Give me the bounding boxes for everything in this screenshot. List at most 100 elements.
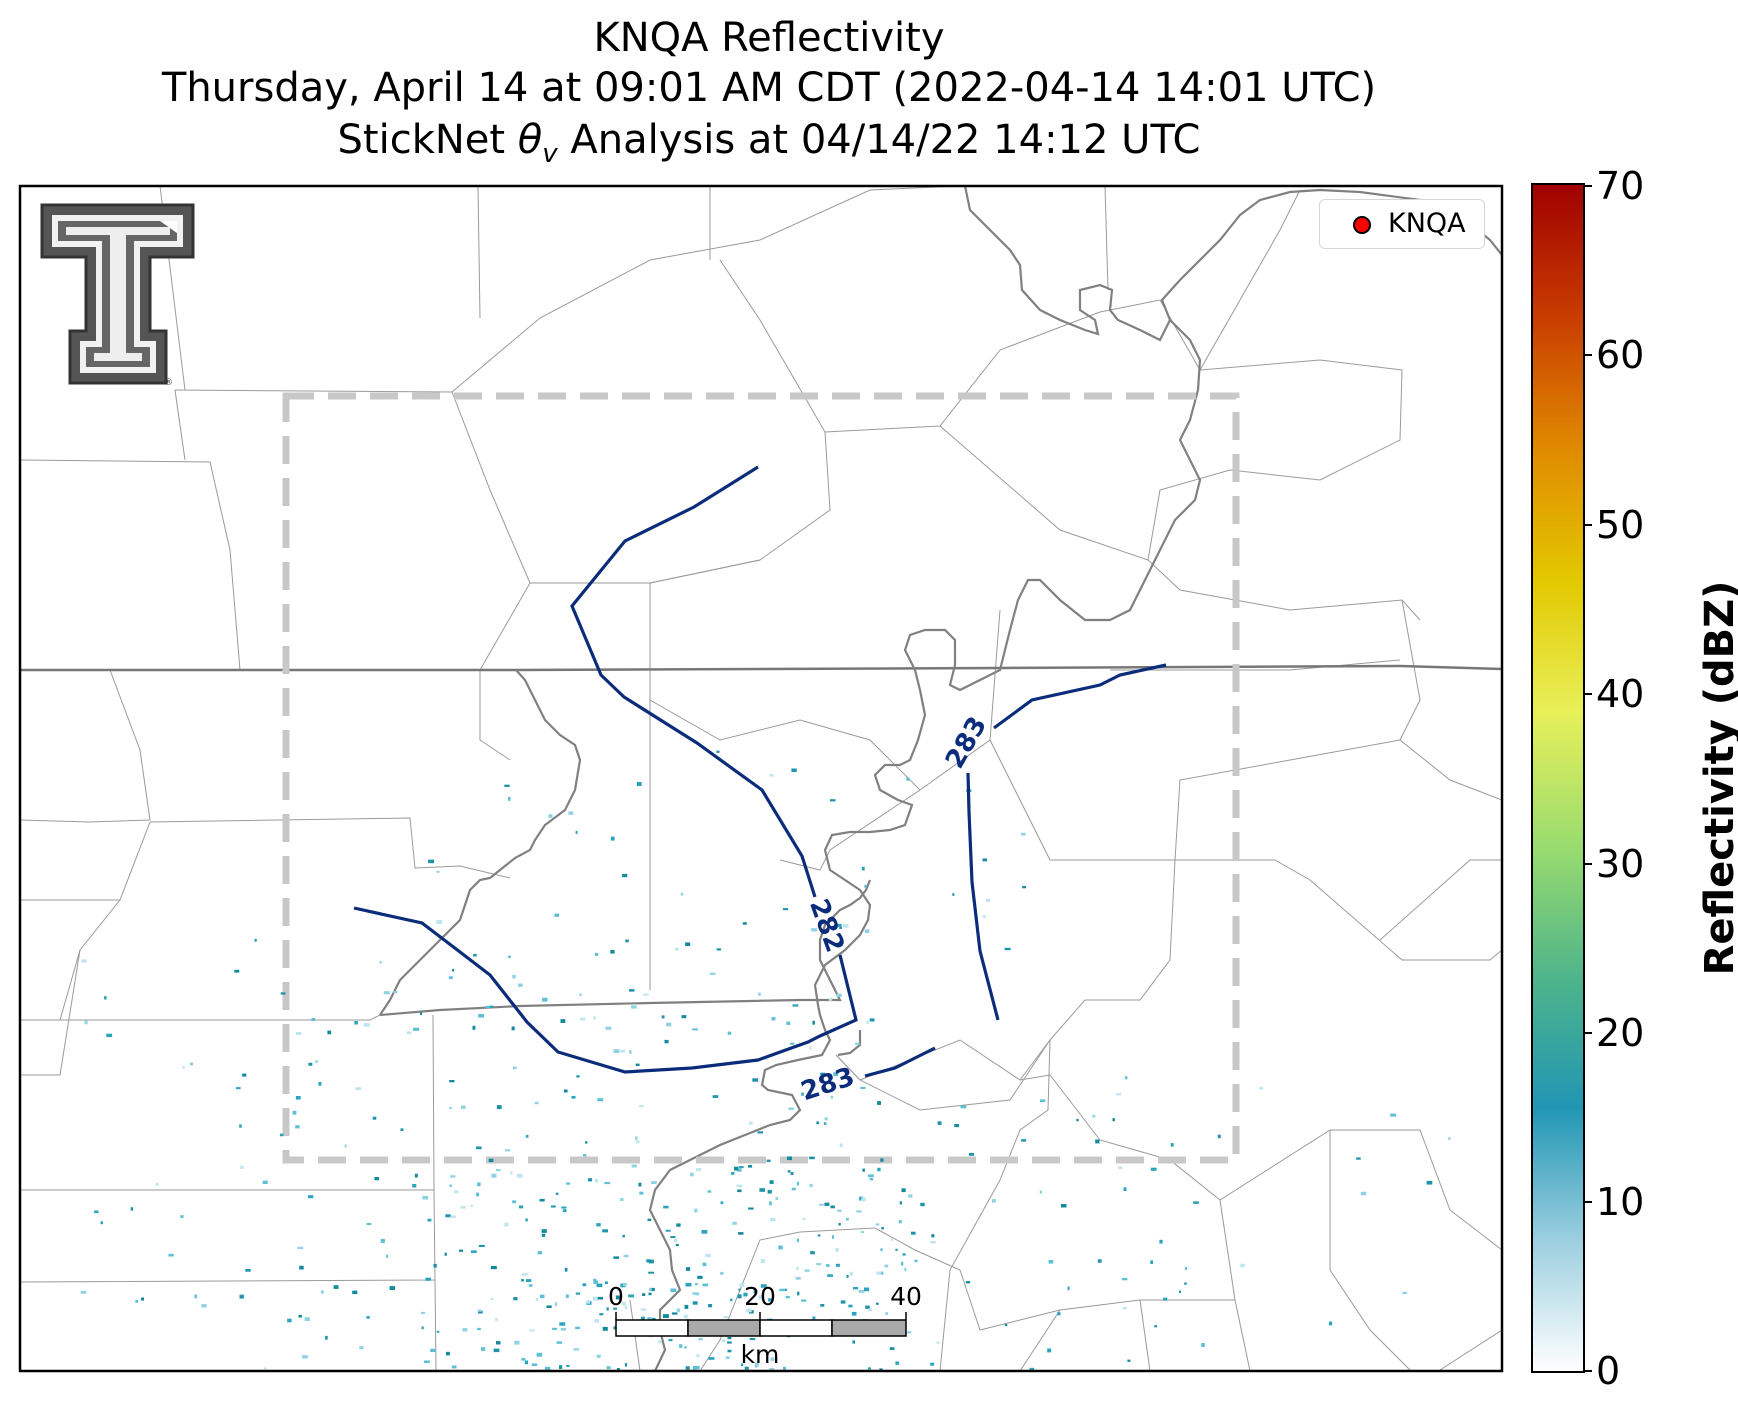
reflectivity-echo [555,1192,559,1195]
reflectivity-echo [788,1107,794,1110]
reflectivity-echo [718,1380,720,1384]
reflectivity-echo [240,1165,244,1169]
reflectivity-echo [852,1340,855,1344]
reflectivity-echo [1127,1359,1131,1362]
reflectivity-echo [610,836,615,841]
reflectivity-echo [450,1175,456,1178]
reflectivity-echo [495,1317,498,1321]
reflectivity-echo [155,1182,159,1186]
reflectivity-echo [839,926,842,929]
reflectivity-echo [522,1373,528,1376]
reflectivity-echo [876,1302,879,1305]
reflectivity-echo [477,1327,481,1331]
reflectivity-echo [141,1297,144,1301]
reflectivity-echo [682,1383,687,1386]
reflectivity-echo [510,1171,513,1175]
reflectivity-echo [752,1078,759,1082]
reflectivity-echo [245,1269,251,1272]
reflectivity-echo [311,1018,316,1021]
reflectivity-echo [809,1183,813,1188]
colorbar-tick-label: 70 [1596,164,1645,208]
reflectivity-echo [566,1364,570,1367]
radar-site-marker [1353,216,1371,234]
reflectivity-echo [680,1377,684,1379]
reflectivity-echo [524,1381,529,1384]
reflectivity-echo [571,1397,575,1400]
reflectivity-echo [656,1394,658,1396]
reflectivity-echo [716,1395,720,1398]
reflectivity-echo [344,1144,347,1148]
reflectivity-echo [846,1274,849,1278]
reflectivity-echo [524,1360,529,1365]
reflectivity-echo [552,1327,557,1330]
reflectivity-echo [675,1244,679,1247]
reflectivity-echo [489,1005,494,1008]
reflectivity-echo [639,1191,644,1195]
reflectivity-echo [637,1392,641,1395]
reflectivity-echo [421,1326,424,1330]
reflectivity-echo [1426,1180,1433,1185]
reflectivity-echo [648,1271,655,1274]
reflectivity-echo [643,993,649,996]
reflectivity-echo [859,1196,863,1201]
reflectivity-echo [1360,1191,1367,1196]
reflectivity-echo [827,1274,833,1277]
reflectivity-echo [936,1341,940,1344]
colorbar-tick-label: 60 [1596,333,1645,377]
reflectivity-echo [968,1152,974,1156]
reflectivity-echo [880,1248,883,1252]
reflectivity-echo [965,1281,971,1284]
reflectivity-echo [869,1018,875,1022]
reflectivity-echo [393,991,398,994]
reflectivity-echo [604,1182,611,1185]
reflectivity-echo [849,1271,853,1276]
reflectivity-echo [569,1393,574,1397]
registered-mark: ® [164,378,173,388]
reflectivity-echo [668,1339,673,1342]
reflectivity-echo [804,1269,810,1272]
reflectivity-echo [838,1378,841,1382]
reflectivity-echo [986,898,991,903]
reflectivity-echo [504,1222,509,1227]
reflectivity-echo [512,974,516,979]
reflectivity-echo [684,1304,689,1309]
reflectivity-echo [493,1348,500,1353]
reflectivity-echo [573,1348,579,1351]
reflectivity-echo [858,1290,865,1293]
reflectivity-echo [359,1346,364,1349]
reflectivity-echo [412,1184,417,1188]
reflectivity-echo [579,993,582,997]
reflectivity-echo [380,1238,385,1243]
reflectivity-echo [674,1238,678,1243]
reflectivity-echo [531,1363,538,1366]
reflectivity-echo [801,1092,804,1096]
reflectivity-echo [490,1297,493,1301]
reflectivity-echo [560,1327,567,1331]
reflectivity-echo [640,1316,644,1320]
reflectivity-echo [1329,1321,1333,1326]
reflectivity-echo [712,1095,719,1098]
reflectivity-echo [737,1189,742,1193]
reflectivity-echo [1184,1267,1187,1270]
reflectivity-echo [694,1208,698,1213]
reflectivity-echo [680,892,684,896]
reflectivity-echo [615,1295,620,1300]
reflectivity-echo [526,1279,532,1282]
reflectivity-echo [869,1178,874,1181]
reflectivity-echo [1390,1113,1396,1117]
reflectivity-echo [628,1294,634,1298]
reflectivity-echo [635,1063,640,1066]
reflectivity-echo [817,1234,821,1237]
reflectivity-echo [646,1259,651,1263]
reflectivity-echo [645,1381,648,1384]
reflectivity-echo [513,1066,517,1070]
reflectivity-echo [816,1121,819,1125]
reflectivity-echo [592,1390,596,1393]
reflectivity-echo [895,1361,900,1365]
reflectivity-echo [820,1072,826,1076]
reflectivity-echo [914,1259,918,1263]
reflectivity-echo [613,1307,618,1310]
reflectivity-echo [819,1203,824,1206]
reflectivity-echo [760,1259,766,1264]
reflectivity-echo [723,1316,729,1319]
